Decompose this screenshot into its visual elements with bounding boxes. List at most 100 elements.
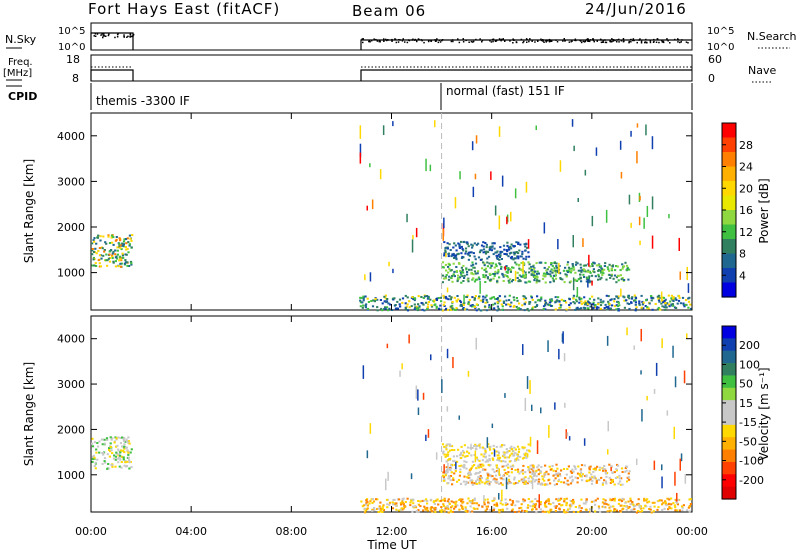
echo-cell: [580, 464, 584, 467]
echo-cell: [484, 296, 487, 299]
colorbar-tick-label: 12: [739, 226, 753, 239]
echo-cell: [434, 120, 436, 128]
echo-cell: [450, 269, 453, 272]
beam-title: Beam 06: [352, 2, 426, 20]
echo-cell: [554, 477, 557, 480]
echo-cell: [680, 505, 684, 508]
echo-cell: [459, 301, 463, 304]
echo-cell: [386, 343, 389, 349]
echo-cell: [675, 298, 678, 301]
echo-cell: [677, 294, 681, 297]
echo-cell: [522, 274, 525, 277]
echo-cell: [583, 276, 586, 278]
echo-cell: [381, 309, 384, 312]
echo-cell: [497, 269, 500, 271]
echo-cell: [100, 438, 103, 441]
echo-cell: [435, 499, 438, 502]
echo-cell: [449, 444, 452, 447]
echo-cell: [543, 483, 546, 486]
echo-cell: [607, 305, 610, 308]
nsky-point: [427, 40, 430, 43]
echo-cell: [535, 508, 538, 511]
echo-cell: [444, 251, 447, 253]
echo-cell: [615, 308, 618, 311]
nsky-point: [398, 39, 400, 41]
colorbar-swatch: [722, 166, 736, 182]
echo-cell: [371, 199, 374, 210]
echo-cell: [460, 500, 463, 503]
echo-cell: [513, 478, 516, 481]
echo-cell: [518, 507, 521, 510]
echo-cell: [452, 501, 455, 504]
echo-cell: [680, 453, 683, 462]
echo-cell: [686, 266, 688, 281]
echo-cell: [504, 274, 507, 277]
echo-cell: [129, 260, 133, 263]
echo-cell: [477, 270, 480, 273]
echo-cell: [475, 309, 478, 312]
echo-cell: [563, 281, 566, 284]
echo-cell: [676, 503, 679, 506]
colorbar-tick-label: 200: [739, 339, 760, 352]
echo-cell: [486, 477, 489, 479]
echo-cell: [477, 466, 480, 469]
echo-cell: [546, 273, 549, 275]
echo-cell: [689, 498, 692, 501]
echo-cell: [581, 473, 584, 476]
echo-cell: [414, 506, 418, 509]
echo-cell: [571, 119, 574, 127]
nsky-exp-top: 10^5: [58, 26, 85, 37]
echo-cell: [518, 480, 521, 483]
echo-cell: [485, 478, 488, 481]
echo-cell: [442, 505, 446, 507]
echo-cell: [498, 456, 502, 459]
echo-cell: [634, 309, 637, 312]
echo-cell: [523, 478, 526, 481]
y-tick-label: 4000: [57, 333, 85, 346]
echo-cell: [470, 268, 473, 271]
echo-cell: [387, 471, 389, 481]
echo-cell: [459, 498, 462, 501]
echo-cell: [458, 465, 461, 468]
echo-cell: [507, 279, 510, 282]
echo-cell: [622, 265, 625, 268]
echo-cell: [486, 277, 490, 280]
echo-cell: [502, 244, 506, 247]
echo-cell: [534, 306, 537, 308]
echo-cell: [376, 298, 379, 301]
echo-cell: [529, 464, 532, 467]
echo-cell: [531, 508, 534, 511]
echo-cell: [525, 181, 528, 193]
echo-cell: [618, 498, 621, 501]
echo-cell: [612, 277, 615, 280]
echo-cell: [627, 476, 630, 479]
echo-cell: [122, 456, 125, 459]
echo-cell: [549, 273, 552, 276]
echo-cell: [95, 448, 98, 451]
echo-cell: [572, 502, 575, 505]
echo-cell: [458, 415, 460, 420]
echo-cell: [506, 450, 509, 453]
echo-cell: [124, 460, 127, 462]
echo-cell: [522, 500, 525, 503]
echo-cell: [125, 242, 128, 245]
echo-cell: [93, 456, 96, 459]
echo-cell: [527, 309, 530, 312]
echo-cell: [463, 294, 465, 304]
echo-cell: [675, 307, 678, 309]
nsky-point: [127, 35, 129, 38]
echo-cell: [463, 475, 466, 478]
echo-cell: [537, 464, 540, 467]
echo-cell: [388, 501, 392, 504]
echo-cell: [521, 472, 525, 475]
echo-cell: [445, 472, 448, 475]
echo-cell: [566, 261, 570, 264]
echo-cell: [559, 277, 562, 279]
echo-cell: [94, 461, 97, 464]
echo-cell: [573, 145, 575, 152]
echo-cell: [468, 254, 471, 257]
echo-cell: [623, 279, 626, 281]
echo-cell: [509, 498, 512, 501]
echo-cell: [550, 263, 553, 266]
echo-cell: [477, 242, 480, 245]
